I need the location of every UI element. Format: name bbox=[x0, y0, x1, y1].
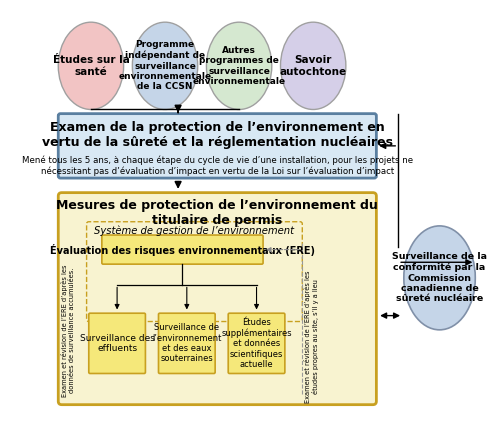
Text: Autres
programmes de
surveillance
environnementale: Autres programmes de surveillance enviro… bbox=[193, 46, 286, 86]
Ellipse shape bbox=[404, 226, 475, 330]
Text: Mesures de protection de l’environnement du
titulaire de permis: Mesures de protection de l’environnement… bbox=[56, 199, 378, 227]
FancyBboxPatch shape bbox=[58, 114, 376, 178]
FancyBboxPatch shape bbox=[228, 313, 285, 373]
Text: Études sur la
santé: Études sur la santé bbox=[52, 55, 129, 77]
FancyBboxPatch shape bbox=[58, 192, 376, 405]
Text: Surveillance de la
conformité par la
Commission
canadienne de
sûreté nucléaire: Surveillance de la conformité par la Com… bbox=[392, 252, 487, 303]
FancyBboxPatch shape bbox=[159, 313, 215, 373]
Ellipse shape bbox=[132, 22, 198, 109]
Text: Examen et révision de l’ERE d’après les
données de surveillance accumulées.: Examen et révision de l’ERE d’après les … bbox=[61, 264, 75, 397]
Text: Examen et révision de l’ERE d’après les
études propres au site, s’il y a lieu: Examen et révision de l’ERE d’après les … bbox=[304, 271, 320, 403]
Text: Programme
indépendant de
surveillance
environnementale
de la CCSN: Programme indépendant de surveillance en… bbox=[119, 40, 211, 92]
Text: Système de gestion de l’environnement: Système de gestion de l’environnement bbox=[94, 226, 294, 236]
Text: Surveillance des
effluents: Surveillance des effluents bbox=[80, 334, 155, 353]
Text: Surveillance de
l’environnement
et des eaux
souterraines: Surveillance de l’environnement et des e… bbox=[152, 323, 221, 363]
Ellipse shape bbox=[58, 22, 124, 109]
Ellipse shape bbox=[281, 22, 346, 109]
Text: Études
supplémentaires
et données
scientifiques
actuelle: Études supplémentaires et données scient… bbox=[221, 318, 292, 369]
Text: Examen de la protection de l’environnement en
vertu de la sûreté et la réglement: Examen de la protection de l’environneme… bbox=[42, 121, 393, 149]
Text: Savoir
autochtone: Savoir autochtone bbox=[280, 55, 347, 77]
Ellipse shape bbox=[206, 22, 272, 109]
FancyBboxPatch shape bbox=[102, 235, 263, 264]
Text: Mené tous les 5 ans, à chaque étape du cycle de vie d’une installation, pour les: Mené tous les 5 ans, à chaque étape du c… bbox=[22, 155, 413, 176]
FancyBboxPatch shape bbox=[86, 222, 302, 322]
FancyBboxPatch shape bbox=[89, 313, 145, 373]
Text: Évaluation des risques environnementaux (ERE): Évaluation des risques environnementaux … bbox=[50, 243, 315, 256]
